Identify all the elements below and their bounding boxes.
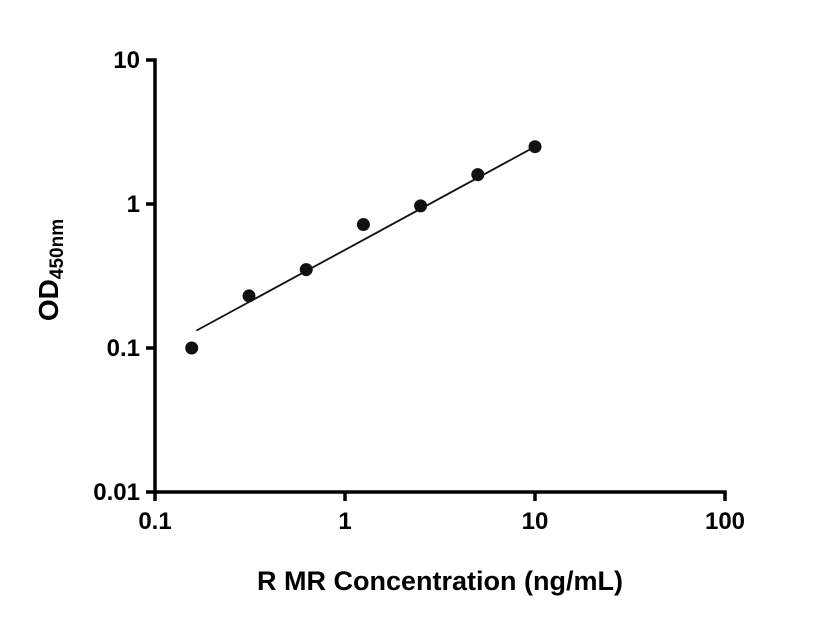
x-tick-label: 100	[705, 508, 745, 535]
data-point	[299, 263, 313, 277]
y-tick-label: 10	[113, 47, 140, 74]
data-point	[356, 218, 370, 232]
x-tick-label: 1	[338, 508, 351, 535]
x-tick-label: 0.1	[138, 508, 171, 535]
axes-lines	[153, 58, 727, 494]
data-point	[528, 140, 542, 154]
x-tick-label: 10	[522, 508, 549, 535]
y-axis-title-subscript: 450nm	[47, 219, 68, 279]
x-axis-title: R MR Concentration (ng/mL)	[257, 566, 623, 596]
y-axis-title-main: OD	[33, 279, 64, 321]
y-tick-label: 1	[127, 191, 140, 218]
data-point	[471, 168, 485, 182]
y-axis-title: OD450nm	[33, 219, 68, 321]
data-point	[185, 341, 199, 355]
data-point	[414, 199, 428, 213]
y-tick-label: 0.01	[93, 479, 140, 506]
data-point	[242, 289, 256, 303]
y-tick-label: 0.1	[107, 335, 140, 362]
